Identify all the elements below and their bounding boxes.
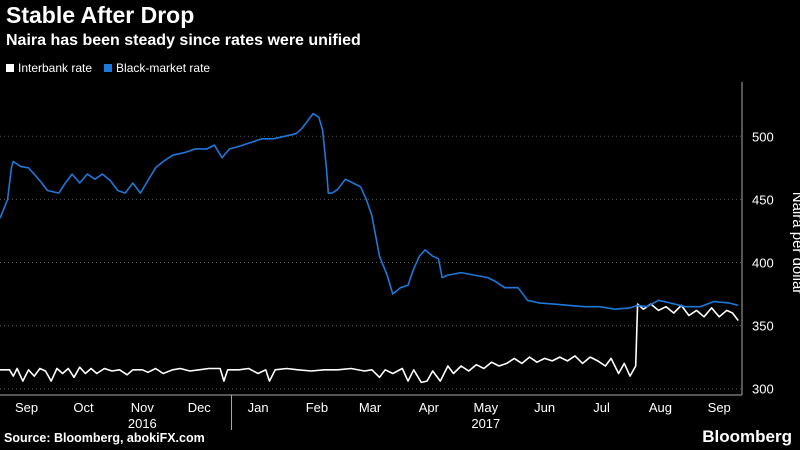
x-year-label: 2017: [471, 416, 500, 431]
x-year-label: 2016: [128, 416, 157, 431]
legend-item-interbank: Interbank rate: [6, 61, 92, 75]
legend: Interbank rate Black-market rate: [6, 61, 210, 75]
series-lines: [0, 112, 739, 384]
x-tick-label: Nov: [131, 400, 155, 415]
chart-subtitle: Naira has been steady since rates were u…: [6, 32, 361, 49]
y-tick-label: 350: [752, 319, 774, 334]
x-tick-label: Sep: [15, 400, 38, 415]
series-line-interbank: [0, 303, 739, 384]
y-tick-label: 300: [752, 382, 774, 397]
legend-label-interbank: Interbank rate: [18, 61, 93, 75]
chart-title: Stable After Drop: [6, 2, 195, 28]
x-tick-label: Jan: [248, 400, 269, 415]
x-tick-label: Jul: [593, 400, 610, 415]
legend-item-black-market: Black-market rate: [104, 61, 210, 75]
series-line-black-market: [0, 112, 739, 310]
x-tick-label: Jun: [534, 400, 555, 415]
x-tick-label: Aug: [649, 400, 672, 415]
source-note: Source: Bloomberg, abokiFX.com: [4, 431, 205, 445]
bloomberg-logo: Bloomberg: [702, 427, 792, 446]
x-tick-label: Mar: [359, 400, 382, 415]
y-tick-label: 500: [752, 129, 774, 144]
x-tick-label: May: [474, 400, 499, 415]
x-tick-label: Sep: [708, 400, 731, 415]
legend-swatch-interbank: [6, 64, 14, 72]
y-tick-label: 450: [752, 192, 774, 207]
y-axis-label: Naira per dollar: [789, 192, 800, 295]
legend-swatch-black-market: [104, 64, 113, 72]
x-tick-label: Oct: [73, 400, 94, 415]
x-tick-label: Feb: [306, 400, 328, 415]
x-tick-label: Apr: [419, 400, 440, 415]
legend-label-black-market: Black-market rate: [116, 61, 211, 75]
x-tick-label: Dec: [188, 400, 212, 415]
axes: 300 350 400 450 500 Naira per dollar Sep Oct Nov…: [0, 82, 800, 431]
y-tick-label: 400: [752, 255, 774, 270]
gridlines: [0, 135, 742, 390]
